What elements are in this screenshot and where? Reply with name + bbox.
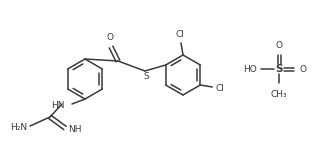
Text: NH: NH [68,125,81,135]
Text: O: O [276,41,283,50]
Text: S: S [143,72,149,81]
Text: H₂N: H₂N [10,124,27,132]
Text: O: O [107,33,113,42]
Text: HN: HN [51,101,65,111]
Text: Cl: Cl [215,83,224,93]
Text: S: S [275,64,283,74]
Text: HO: HO [243,65,257,73]
Text: O: O [299,65,306,73]
Text: Cl: Cl [176,30,184,39]
Text: CH₃: CH₃ [271,90,287,99]
